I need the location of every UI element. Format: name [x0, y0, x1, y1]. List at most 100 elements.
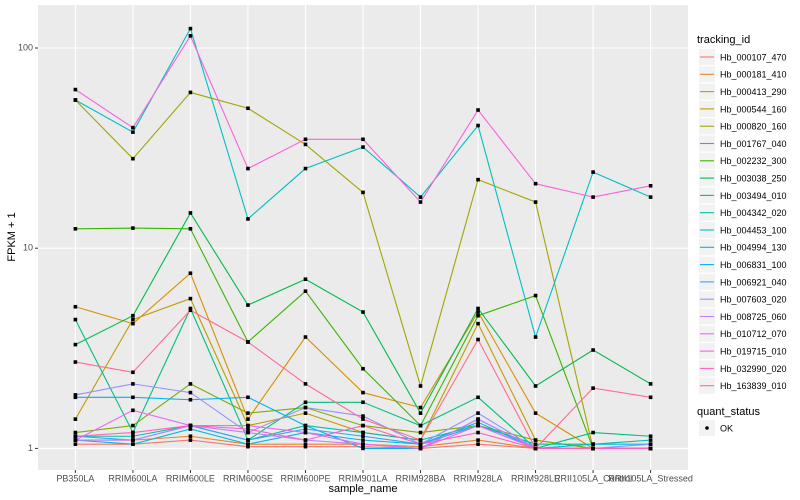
legend-label: Hb_004453_100 [720, 225, 787, 235]
data-point [73, 430, 78, 435]
data-point [131, 442, 135, 446]
data-point [361, 366, 365, 371]
data-point [188, 390, 193, 395]
data-point [648, 438, 653, 442]
data-point [73, 395, 78, 400]
data-point [418, 423, 423, 428]
data-point [246, 217, 250, 221]
data-point [73, 360, 78, 364]
data-point [533, 442, 538, 446]
data-point [476, 442, 480, 446]
data-point [591, 348, 595, 352]
data-point [188, 397, 193, 402]
data-point [246, 444, 250, 449]
data-point [303, 430, 308, 435]
data-point [533, 335, 538, 339]
data-point [246, 340, 250, 344]
data-point [476, 306, 480, 311]
data-point [246, 430, 250, 435]
legend-label: Hb_032990_020 [720, 364, 787, 374]
y-tick-label: 10 [23, 243, 33, 253]
x-tick-label: RRIM928LE [511, 473, 560, 483]
y-tick-label: 1 [28, 443, 33, 453]
x-tick-label: RRIM600LE [166, 473, 215, 483]
legend-label: Hb_004994_130 [720, 243, 787, 253]
legend-label: Hb_000820_160 [720, 122, 787, 132]
data-point [533, 411, 538, 415]
data-point [246, 442, 250, 446]
x-tick-label: PB350LA [56, 473, 94, 483]
legend-label: Hb_004342_020 [720, 208, 787, 218]
data-point [188, 211, 193, 215]
data-point [648, 446, 653, 451]
data-point [131, 313, 135, 318]
data-point [648, 442, 653, 446]
data-point [188, 382, 193, 386]
data-point [418, 405, 423, 410]
data-point [361, 430, 365, 435]
legend-label: Hb_000544_160 [720, 104, 787, 114]
legend-label: Hb_007603_020 [720, 295, 787, 305]
legend-label: Hb_163839_010 [720, 381, 787, 391]
legend-label: Hb_000181_410 [720, 70, 787, 80]
data-point [476, 123, 480, 128]
x-tick-label: RRIM600PE [280, 473, 330, 483]
data-point [131, 125, 135, 130]
data-point [476, 438, 480, 442]
data-point [533, 446, 538, 451]
data-point [131, 370, 135, 375]
data-point [131, 156, 135, 161]
data-point [303, 411, 308, 415]
data-point [246, 411, 250, 415]
data-point [361, 190, 365, 195]
data-point [361, 310, 365, 314]
data-point [648, 195, 653, 199]
legend-label: OK [720, 423, 733, 433]
data-point [303, 400, 308, 405]
data-point [533, 181, 538, 186]
data-point [648, 395, 653, 400]
data-point [476, 108, 480, 112]
data-point [303, 137, 308, 142]
data-point [361, 145, 365, 149]
data-point [131, 434, 135, 439]
data-point [131, 423, 135, 428]
data-point [361, 417, 365, 421]
data-point [533, 200, 538, 204]
data-point [476, 420, 480, 425]
legend-point [705, 426, 709, 430]
data-point [533, 438, 538, 442]
data-point [303, 438, 308, 442]
data-point [418, 411, 423, 415]
data-point [303, 427, 308, 431]
data-point [246, 303, 250, 307]
data-point [303, 423, 308, 428]
data-point [246, 438, 250, 442]
data-point [246, 417, 250, 421]
data-point [246, 106, 250, 111]
data-point [73, 393, 78, 397]
data-point [73, 98, 78, 102]
data-point [303, 444, 308, 449]
data-point [476, 423, 480, 428]
data-point [131, 130, 135, 134]
data-point [476, 430, 480, 435]
data-point [361, 438, 365, 442]
data-point [131, 226, 135, 230]
legend-label: Hb_002232_300 [720, 156, 787, 166]
data-point [476, 395, 480, 400]
data-point [418, 200, 423, 204]
data-point [188, 227, 193, 231]
data-point [303, 335, 308, 339]
data-point [418, 430, 423, 435]
data-point [188, 438, 193, 442]
data-point [303, 405, 308, 410]
legend-title: tracking_id [697, 34, 750, 46]
x-tick-label: RRII105LA_Control [554, 473, 632, 483]
legend-label: Hb_006921_040 [720, 277, 787, 287]
data-point [131, 317, 135, 322]
data-point [73, 227, 78, 231]
data-point [131, 395, 135, 400]
data-point [591, 195, 595, 199]
